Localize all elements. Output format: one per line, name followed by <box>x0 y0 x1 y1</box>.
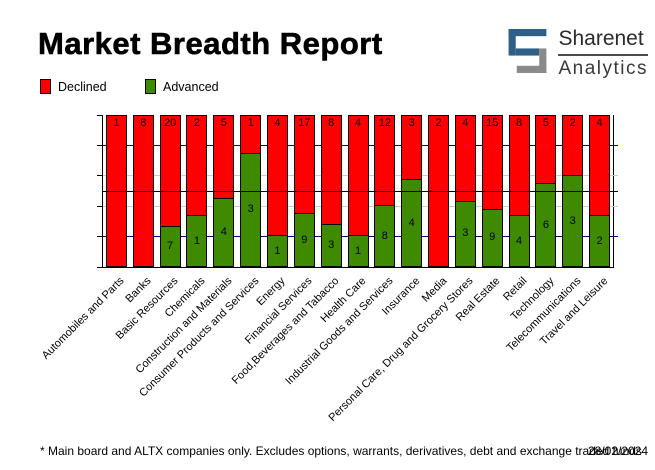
advanced-swatch-icon <box>145 79 156 94</box>
midpoint-line-50pct <box>103 190 618 192</box>
legend-declined-label: Declined <box>58 79 107 94</box>
declined-count: 15 <box>486 117 499 129</box>
y-tick-mark <box>97 175 102 177</box>
advanced-segment: 3 <box>241 152 261 266</box>
report-date: 28/02/2024 <box>587 444 648 458</box>
advanced-segment: 2 <box>590 215 610 266</box>
advanced-count: 1 <box>354 244 362 257</box>
advanced-count: 1 <box>193 234 200 247</box>
advanced-count: 4 <box>220 226 227 239</box>
advanced-segment: 6 <box>536 183 556 266</box>
advanced-count: 4 <box>408 216 415 229</box>
declined-count: 4 <box>462 117 469 129</box>
declined-count: 1 <box>247 117 254 129</box>
legend-item-advanced: Advanced <box>145 79 219 94</box>
advanced-segment: 3 <box>455 200 475 266</box>
declined-count: 17 <box>298 117 311 129</box>
y-tick-mark <box>97 114 102 116</box>
advanced-segment: 3 <box>321 224 341 266</box>
declined-count: 4 <box>274 117 281 129</box>
advanced-count: 7 <box>167 240 174 253</box>
declined-count: 5 <box>542 117 549 129</box>
advanced-segment: 4 <box>214 198 234 266</box>
sharenet-logo-icon <box>507 28 549 80</box>
declined-count: 20 <box>163 117 177 129</box>
legend-advanced-label: Advanced <box>163 79 219 94</box>
declined-count: 2 <box>193 117 200 129</box>
declined-swatch-icon <box>40 79 51 94</box>
declined-count: 3 <box>408 117 415 129</box>
footnote: * Main board and ALTX companies only. Ex… <box>40 444 642 458</box>
advanced-count: 8 <box>381 229 388 242</box>
declined-count: 2 <box>435 117 442 129</box>
declined-count: 5 <box>220 117 227 129</box>
advanced-count: 9 <box>489 231 496 244</box>
declined-count: 1 <box>113 117 120 129</box>
advanced-segment: 4 <box>402 179 422 266</box>
advanced-count: 3 <box>247 203 254 216</box>
advanced-count: 4 <box>515 234 523 247</box>
sharenet-logo-text: Sharenet Analytics <box>558 27 648 80</box>
logo-line2: Analytics <box>558 58 648 79</box>
plot-area: 1 8 20 7 2 1 5 4 1 3 4 1 17 9 8 3 4 1 12 8 3 4 2 4 3 15 9 8 4 5 6 2 3 4 2 <box>102 115 618 268</box>
sharenet-logo: Sharenet Analytics <box>507 27 648 80</box>
y-tick-mark <box>97 266 102 268</box>
advanced-segment: 8 <box>375 205 395 266</box>
y-tick-mark <box>97 236 102 238</box>
advanced-count: 2 <box>596 234 603 247</box>
advanced-segment: 1 <box>267 235 287 266</box>
declined-count: 8 <box>140 117 147 129</box>
advanced-count: 3 <box>462 227 469 240</box>
logo-line1: Sharenet <box>558 27 648 56</box>
advanced-count: 1 <box>274 244 281 257</box>
declined-count: 4 <box>596 117 603 129</box>
advanced-count: 6 <box>542 218 549 231</box>
declined-count: 8 <box>328 117 335 129</box>
advanced-segment: 4 <box>509 215 529 266</box>
declined-count: 12 <box>378 117 391 129</box>
advanced-count: 9 <box>301 233 308 246</box>
declined-count: 4 <box>354 117 362 129</box>
advanced-segment: 7 <box>160 226 180 266</box>
advanced-count: 3 <box>569 214 576 227</box>
declined-count: 2 <box>569 117 576 129</box>
y-tick-mark <box>97 144 102 146</box>
advanced-segment: 3 <box>563 175 583 266</box>
y-tick-mark <box>97 205 102 207</box>
page-title: Market Breadth Report <box>38 26 383 62</box>
legend-item-declined: Declined <box>40 79 107 94</box>
advanced-segment: 1 <box>348 235 368 266</box>
advanced-segment: 9 <box>294 213 314 266</box>
advanced-segment: 9 <box>482 208 502 266</box>
advanced-segment: 1 <box>187 215 207 266</box>
advanced-count: 3 <box>328 239 335 252</box>
declined-count: 8 <box>515 117 523 129</box>
